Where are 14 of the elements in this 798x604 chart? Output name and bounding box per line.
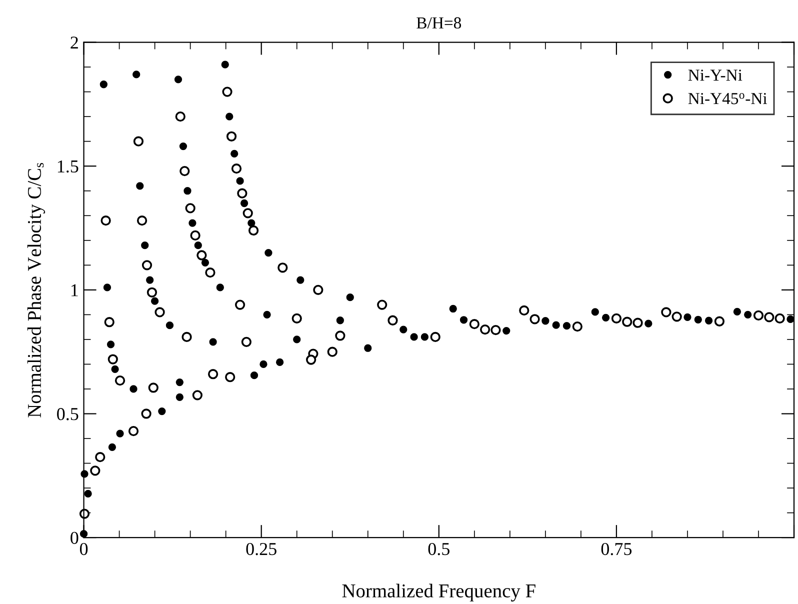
x-axis-title: Normalized Frequency F [342, 584, 536, 602]
x-tick-label: 0.75 [601, 542, 632, 556]
y-tick-label: 1 [71, 284, 78, 296]
y-tick-label: 2 [70, 36, 78, 49]
legend-label: Ni-Y-Ni [688, 70, 742, 81]
x-tick-label: 0.5 [428, 542, 450, 556]
legend-label: Ni-Y45$^{o}$-Ni [688, 92, 768, 104]
y-axis-title: Normalized Phase Velocity C/C$_{s}$ [27, 162, 46, 418]
chart-title: B/H=8 [416, 17, 462, 29]
x-tick-label: 0.25 [246, 542, 276, 556]
x-tick-label: 0 [80, 542, 88, 556]
y-tick-label: 1.5 [58, 160, 78, 173]
y-tick-label: 0.5 [57, 408, 78, 420]
y-tick-label: 0 [70, 532, 78, 544]
